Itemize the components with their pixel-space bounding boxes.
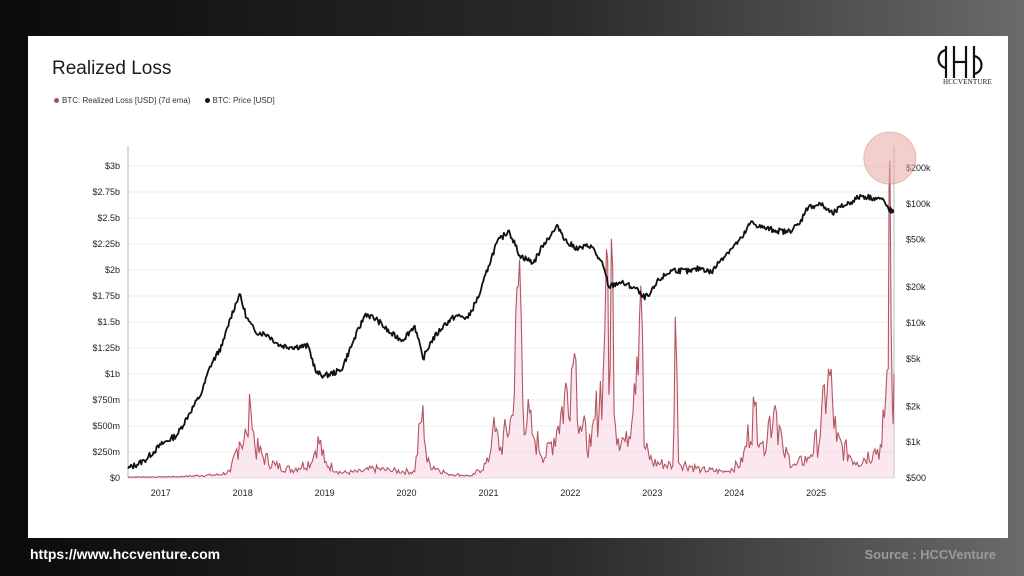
y-right-tick-label: $10k (906, 318, 926, 328)
x-tick-label: 2019 (315, 488, 335, 498)
legend-item-price[interactable]: BTC: Price [USD] (204, 96, 275, 105)
x-tick-label: 2022 (560, 488, 580, 498)
y-left-tick-label: $500m (92, 421, 120, 431)
y-left-tick-label: $2.25b (92, 239, 120, 249)
y-right-tick-label: $100k (906, 199, 931, 209)
price-line (127, 193, 893, 470)
y-left-tick-label: $2b (105, 265, 120, 275)
page-title: Realized Loss (52, 58, 172, 79)
y-left-tick-label: $1b (105, 369, 120, 379)
highlight-circle (863, 131, 917, 185)
y-right-tick-label: $5k (906, 354, 921, 364)
x-tick-label: 2023 (642, 488, 662, 498)
y-left-tick-label: $1.5b (97, 317, 120, 327)
legend-marker-price (204, 98, 210, 103)
y-left-tick-label: $2.75b (92, 187, 120, 197)
price-last-point (889, 208, 895, 214)
x-tick-label: 2025 (806, 488, 826, 498)
footer-url-link[interactable]: https://www.hccventure.com (30, 546, 221, 562)
x-tick-label: 2021 (478, 488, 498, 498)
legend-item-realized-loss[interactable]: BTC: Realized Loss [USD] (7d ema) (54, 96, 191, 105)
y-left-tick-label: $0 (110, 473, 120, 483)
y-right-tick-label: $20k (906, 282, 926, 292)
legend-marker-loss (54, 98, 59, 103)
y-right-tick-label: $500 (906, 473, 926, 483)
y-right-tick-label: $2k (906, 401, 921, 411)
y-right-tick-label: $200k (906, 163, 931, 173)
y-left-tick-label: $2.5b (97, 213, 120, 223)
x-tick-label: 2020 (397, 488, 417, 498)
x-tick-label: 2018 (233, 488, 253, 498)
chart-legend: BTC: Realized Loss [USD] (7d ema) BTC: P… (54, 96, 275, 105)
x-tick-label: 2024 (724, 488, 744, 498)
legend-label-loss: BTC: Realized Loss [USD] (7d ema) (62, 96, 191, 105)
y-left-tick-label: $3b (105, 161, 120, 171)
x-tick-label: 2017 (151, 488, 171, 498)
y-left-tick-label: $1.75b (92, 291, 120, 301)
legend-label-price: BTC: Price [USD] (212, 96, 275, 105)
realized-loss-line (127, 160, 895, 478)
logo-text: HCCVENTURE (942, 78, 992, 86)
footer-source: Source : HCCVenture (864, 547, 996, 562)
y-left-tick-label: $1.25b (92, 343, 120, 353)
hcc-logo-icon (937, 46, 983, 78)
y-left-tick-label: $250m (92, 447, 120, 457)
chart-card: Realized Loss BTC: Realized Loss [USD] (… (28, 36, 1008, 538)
y-right-tick-label: $50k (906, 235, 926, 245)
y-left-tick-label: $750m (92, 395, 120, 405)
y-right-tick-label: $1k (906, 437, 921, 447)
realized-loss-chart: $0 $250m $500m $750m $1b $1.25b $1.5b $1.75b $2b… (92, 131, 931, 498)
